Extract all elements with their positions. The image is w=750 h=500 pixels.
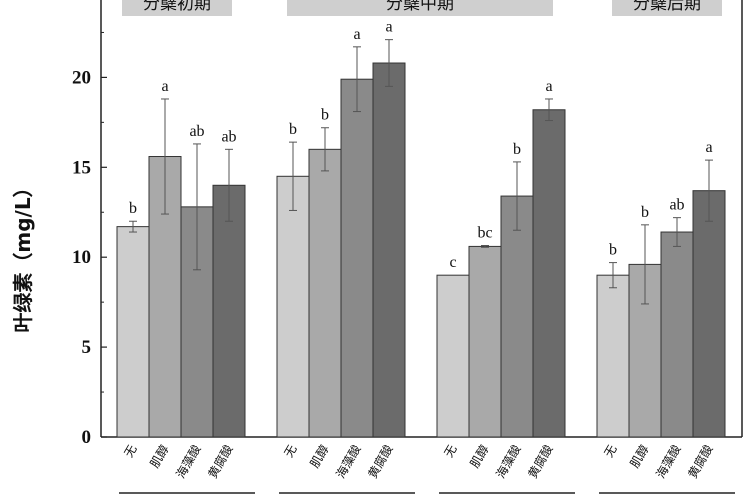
- category-label: 肌醇: [627, 442, 652, 470]
- significance-label: b: [321, 107, 329, 124]
- category-label: 黄腐酸: [205, 442, 236, 481]
- bar: [116, 226, 150, 438]
- bar: [500, 195, 534, 438]
- y-axis-label: 叶绿素（mg/L）: [11, 177, 35, 332]
- significance-label: a: [545, 78, 552, 95]
- bar: [692, 190, 726, 438]
- significance-label: a: [353, 26, 360, 43]
- significance-label: a: [385, 19, 392, 36]
- bar: [436, 274, 470, 438]
- stage-header-label: 分蘖后期: [633, 0, 701, 14]
- stage-header-box: [122, 0, 232, 16]
- category-label: 黄腐酸: [365, 442, 396, 481]
- y-tick-label: 20: [72, 67, 91, 88]
- significance-label: a: [705, 139, 712, 156]
- bar: [660, 231, 694, 438]
- y-tick-label: 15: [72, 157, 91, 178]
- significance-label: ab: [189, 123, 204, 140]
- stage-header-label: 分蘖中期: [386, 0, 454, 14]
- bar: [532, 109, 566, 438]
- significance-label: b: [609, 242, 617, 259]
- category-label: 海藻酸: [333, 442, 364, 481]
- significance-label: b: [289, 121, 297, 138]
- significance-label: bc: [477, 225, 492, 242]
- significance-label: b: [641, 204, 649, 221]
- stage-header-box: [612, 0, 722, 16]
- bar: [148, 156, 182, 438]
- bar: [340, 78, 374, 438]
- bar: [212, 184, 246, 438]
- significance-label: a: [161, 78, 168, 95]
- plot-area: 05101520分蘖初期b无a肌醇ab海藻酸ab黄腐酸分蘖中期b无b肌醇a海藻酸…: [72, 0, 743, 494]
- category-label: 无: [281, 443, 299, 460]
- category-label: 肌醇: [467, 442, 492, 470]
- y-tick-label: 5: [82, 337, 92, 358]
- stage-header-box: [287, 0, 553, 16]
- y-tick-label: 0: [82, 427, 92, 448]
- category-label: 无: [121, 443, 139, 460]
- significance-label: b: [513, 141, 521, 158]
- category-label: 海藻酸: [653, 442, 684, 481]
- significance-label: ab: [669, 197, 684, 214]
- bar: [596, 274, 630, 438]
- significance-label: ab: [221, 128, 236, 145]
- category-label: 肌醇: [307, 442, 332, 470]
- stage-header-label: 分蘖初期: [143, 0, 211, 14]
- category-label: 无: [441, 443, 459, 460]
- significance-label: b: [129, 200, 137, 217]
- category-label: 无: [601, 443, 619, 460]
- y-tick-label: 10: [72, 247, 91, 268]
- category-label: 海藻酸: [493, 442, 524, 481]
- bar: [276, 175, 310, 438]
- category-label: 海藻酸: [173, 442, 204, 481]
- bar: [372, 62, 406, 438]
- category-label: 黄腐酸: [525, 442, 556, 481]
- significance-label: c: [449, 254, 456, 271]
- bar: [308, 148, 342, 438]
- bar: [468, 245, 502, 438]
- category-label: 黄腐酸: [685, 442, 716, 481]
- category-label: 肌醇: [147, 442, 172, 470]
